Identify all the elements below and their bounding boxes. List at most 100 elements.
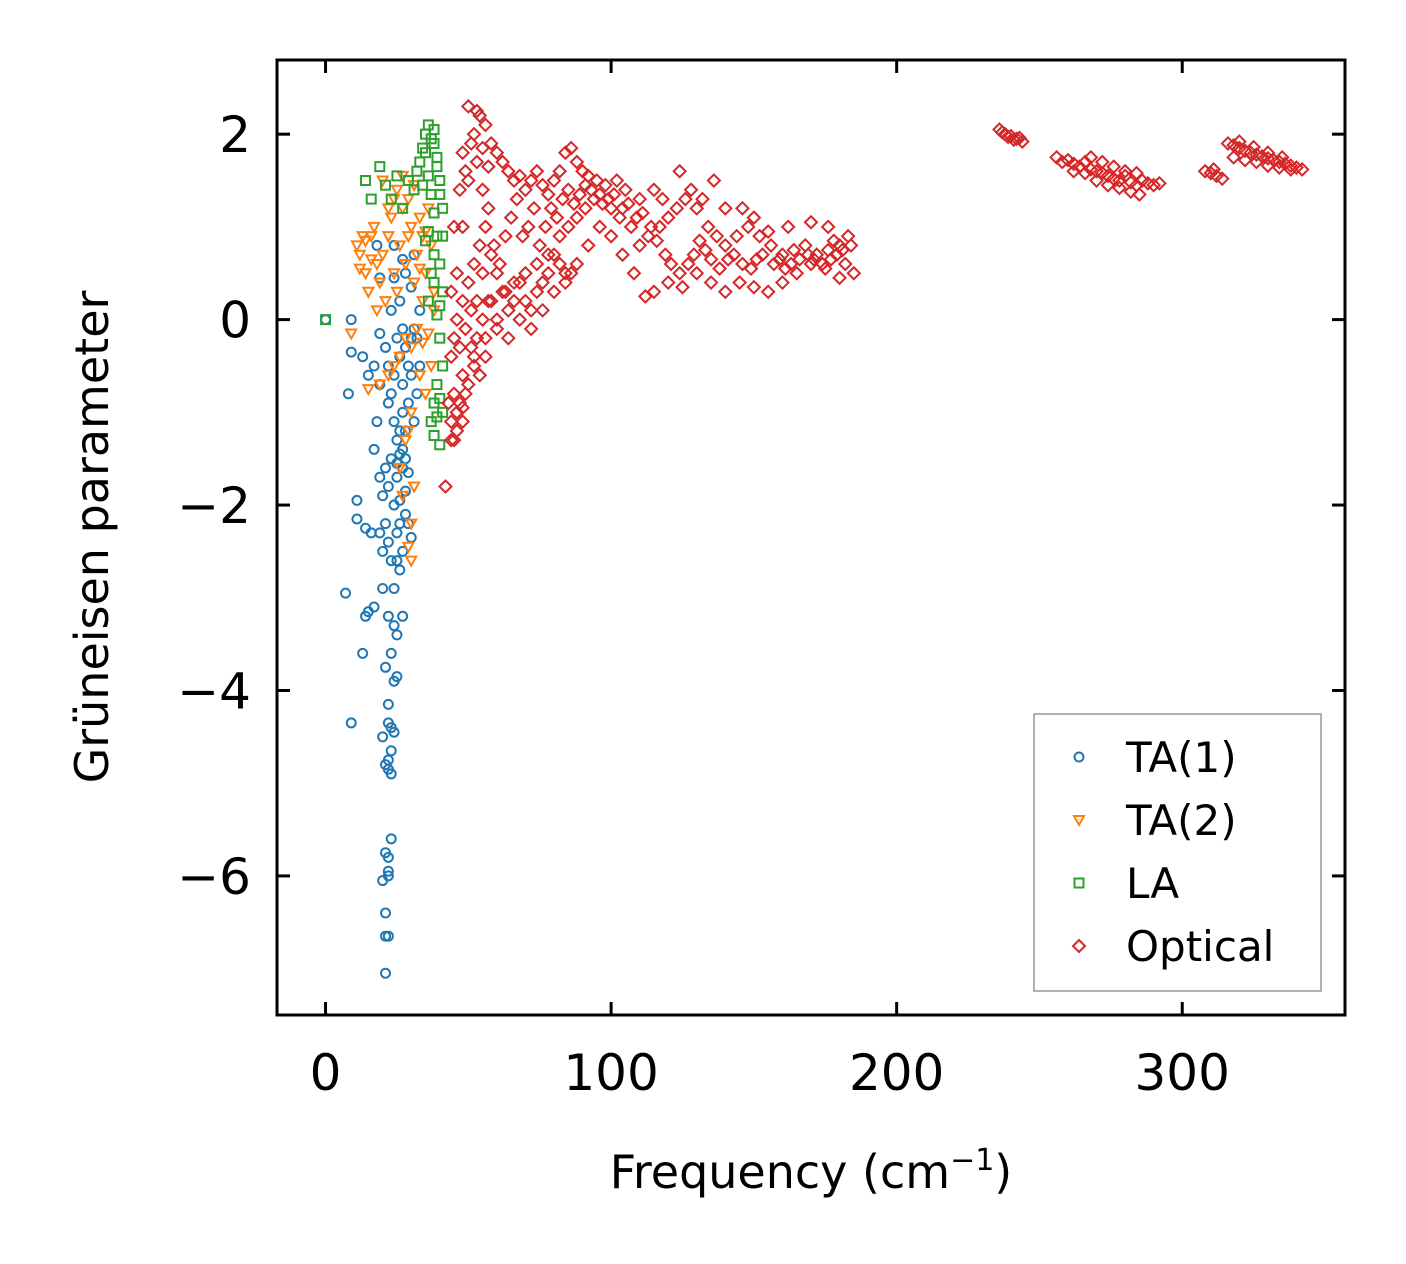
point-optical (615, 200, 630, 216)
point-ta-2 (353, 263, 367, 276)
point-optical (529, 284, 545, 300)
point-optical (735, 200, 750, 216)
point-optical (569, 210, 585, 226)
point-ta-1 (391, 629, 403, 641)
point-ta-1 (351, 513, 363, 525)
point-ta-1 (380, 661, 392, 673)
point-optical (746, 210, 762, 226)
point-la (434, 175, 446, 187)
x-axis-label: Frequency (cm−1) (610, 1143, 1013, 1199)
point-optical (775, 247, 790, 263)
point-ta-1 (388, 416, 400, 428)
point-optical (478, 349, 493, 365)
point-optical (555, 191, 570, 207)
point-la (411, 165, 423, 177)
point-optical (749, 251, 765, 267)
point-optical (569, 256, 585, 272)
point-ta-1 (382, 865, 394, 877)
point-optical (475, 182, 491, 198)
point-optical (703, 275, 719, 290)
point-la (434, 439, 446, 451)
point-optical (775, 275, 790, 290)
point-optical (1054, 154, 1070, 170)
point-optical (1094, 154, 1110, 170)
point-optical (729, 228, 745, 244)
point-ta-2 (387, 360, 401, 374)
point-ta-1 (394, 448, 406, 460)
point-la (365, 193, 377, 205)
point-optical (580, 238, 596, 253)
point-la (360, 175, 372, 187)
point-optical (732, 275, 748, 290)
point-ta-2 (404, 407, 418, 420)
point-ta-1 (400, 508, 412, 520)
point-ta-1 (351, 494, 363, 506)
point-ta-2 (358, 235, 373, 248)
point-optical (452, 182, 468, 198)
point-optical (600, 191, 616, 207)
point-optical (1226, 149, 1242, 165)
point-optical (626, 265, 642, 281)
point-ta-2 (370, 305, 384, 318)
point-la (428, 277, 440, 289)
point-optical (446, 330, 462, 346)
point-optical (512, 168, 528, 184)
series-ta-1 (320, 239, 426, 979)
point-optical (532, 238, 548, 253)
point-optical (520, 219, 536, 235)
point-optical (509, 191, 525, 207)
point-optical (617, 182, 633, 198)
point-optical (500, 302, 516, 318)
point-la (391, 170, 403, 182)
point-optical (526, 200, 542, 216)
point-optical (512, 275, 528, 290)
point-ta-1 (385, 745, 397, 757)
point-ta-1 (391, 434, 403, 446)
point-optical (472, 108, 488, 124)
point-ta-2 (384, 212, 398, 225)
point-optical (1151, 175, 1167, 191)
point-ta-2 (361, 384, 376, 397)
point-ta-2 (401, 425, 416, 438)
legend: TA(1) TA(2) LA Optical (1033, 713, 1322, 992)
point-ta-2 (413, 263, 427, 276)
point-optical (655, 191, 670, 207)
point-ta-1 (385, 555, 397, 567)
point-ta-2 (404, 342, 418, 355)
point-ta-1 (368, 360, 380, 372)
point-ta-2 (395, 490, 410, 503)
point-ta-2 (404, 518, 418, 531)
point-ta-1 (380, 847, 392, 859)
point-ta-1 (385, 304, 397, 316)
point-ta-1 (394, 295, 406, 307)
point-optical (1249, 154, 1264, 170)
point-optical (700, 219, 716, 235)
point-optical (506, 173, 522, 188)
point-optical (438, 479, 453, 494)
point-ta-1 (380, 967, 392, 979)
point-optical (1206, 161, 1222, 177)
point-optical (469, 154, 485, 170)
point-la (434, 332, 446, 344)
point-optical (1294, 161, 1310, 177)
point-optical (460, 98, 476, 114)
point-optical (535, 275, 550, 290)
point-optical (540, 247, 556, 263)
point-optical (449, 265, 465, 281)
point-ta-1 (385, 768, 397, 780)
point-optical (663, 256, 679, 272)
point-optical (669, 200, 685, 216)
point-ta-1 (377, 545, 389, 557)
point-optical (1260, 145, 1276, 161)
point-optical (475, 265, 491, 281)
point-optical (538, 219, 553, 235)
point-ta-2 (387, 268, 401, 281)
point-optical (558, 145, 573, 161)
point-optical (1100, 177, 1116, 193)
plot-frame (275, 58, 1347, 1017)
point-optical (1283, 161, 1299, 177)
point-ta-1 (377, 490, 389, 502)
point-la (434, 188, 446, 200)
y-tick-label: 2 (219, 106, 251, 164)
point-optical (566, 196, 582, 212)
